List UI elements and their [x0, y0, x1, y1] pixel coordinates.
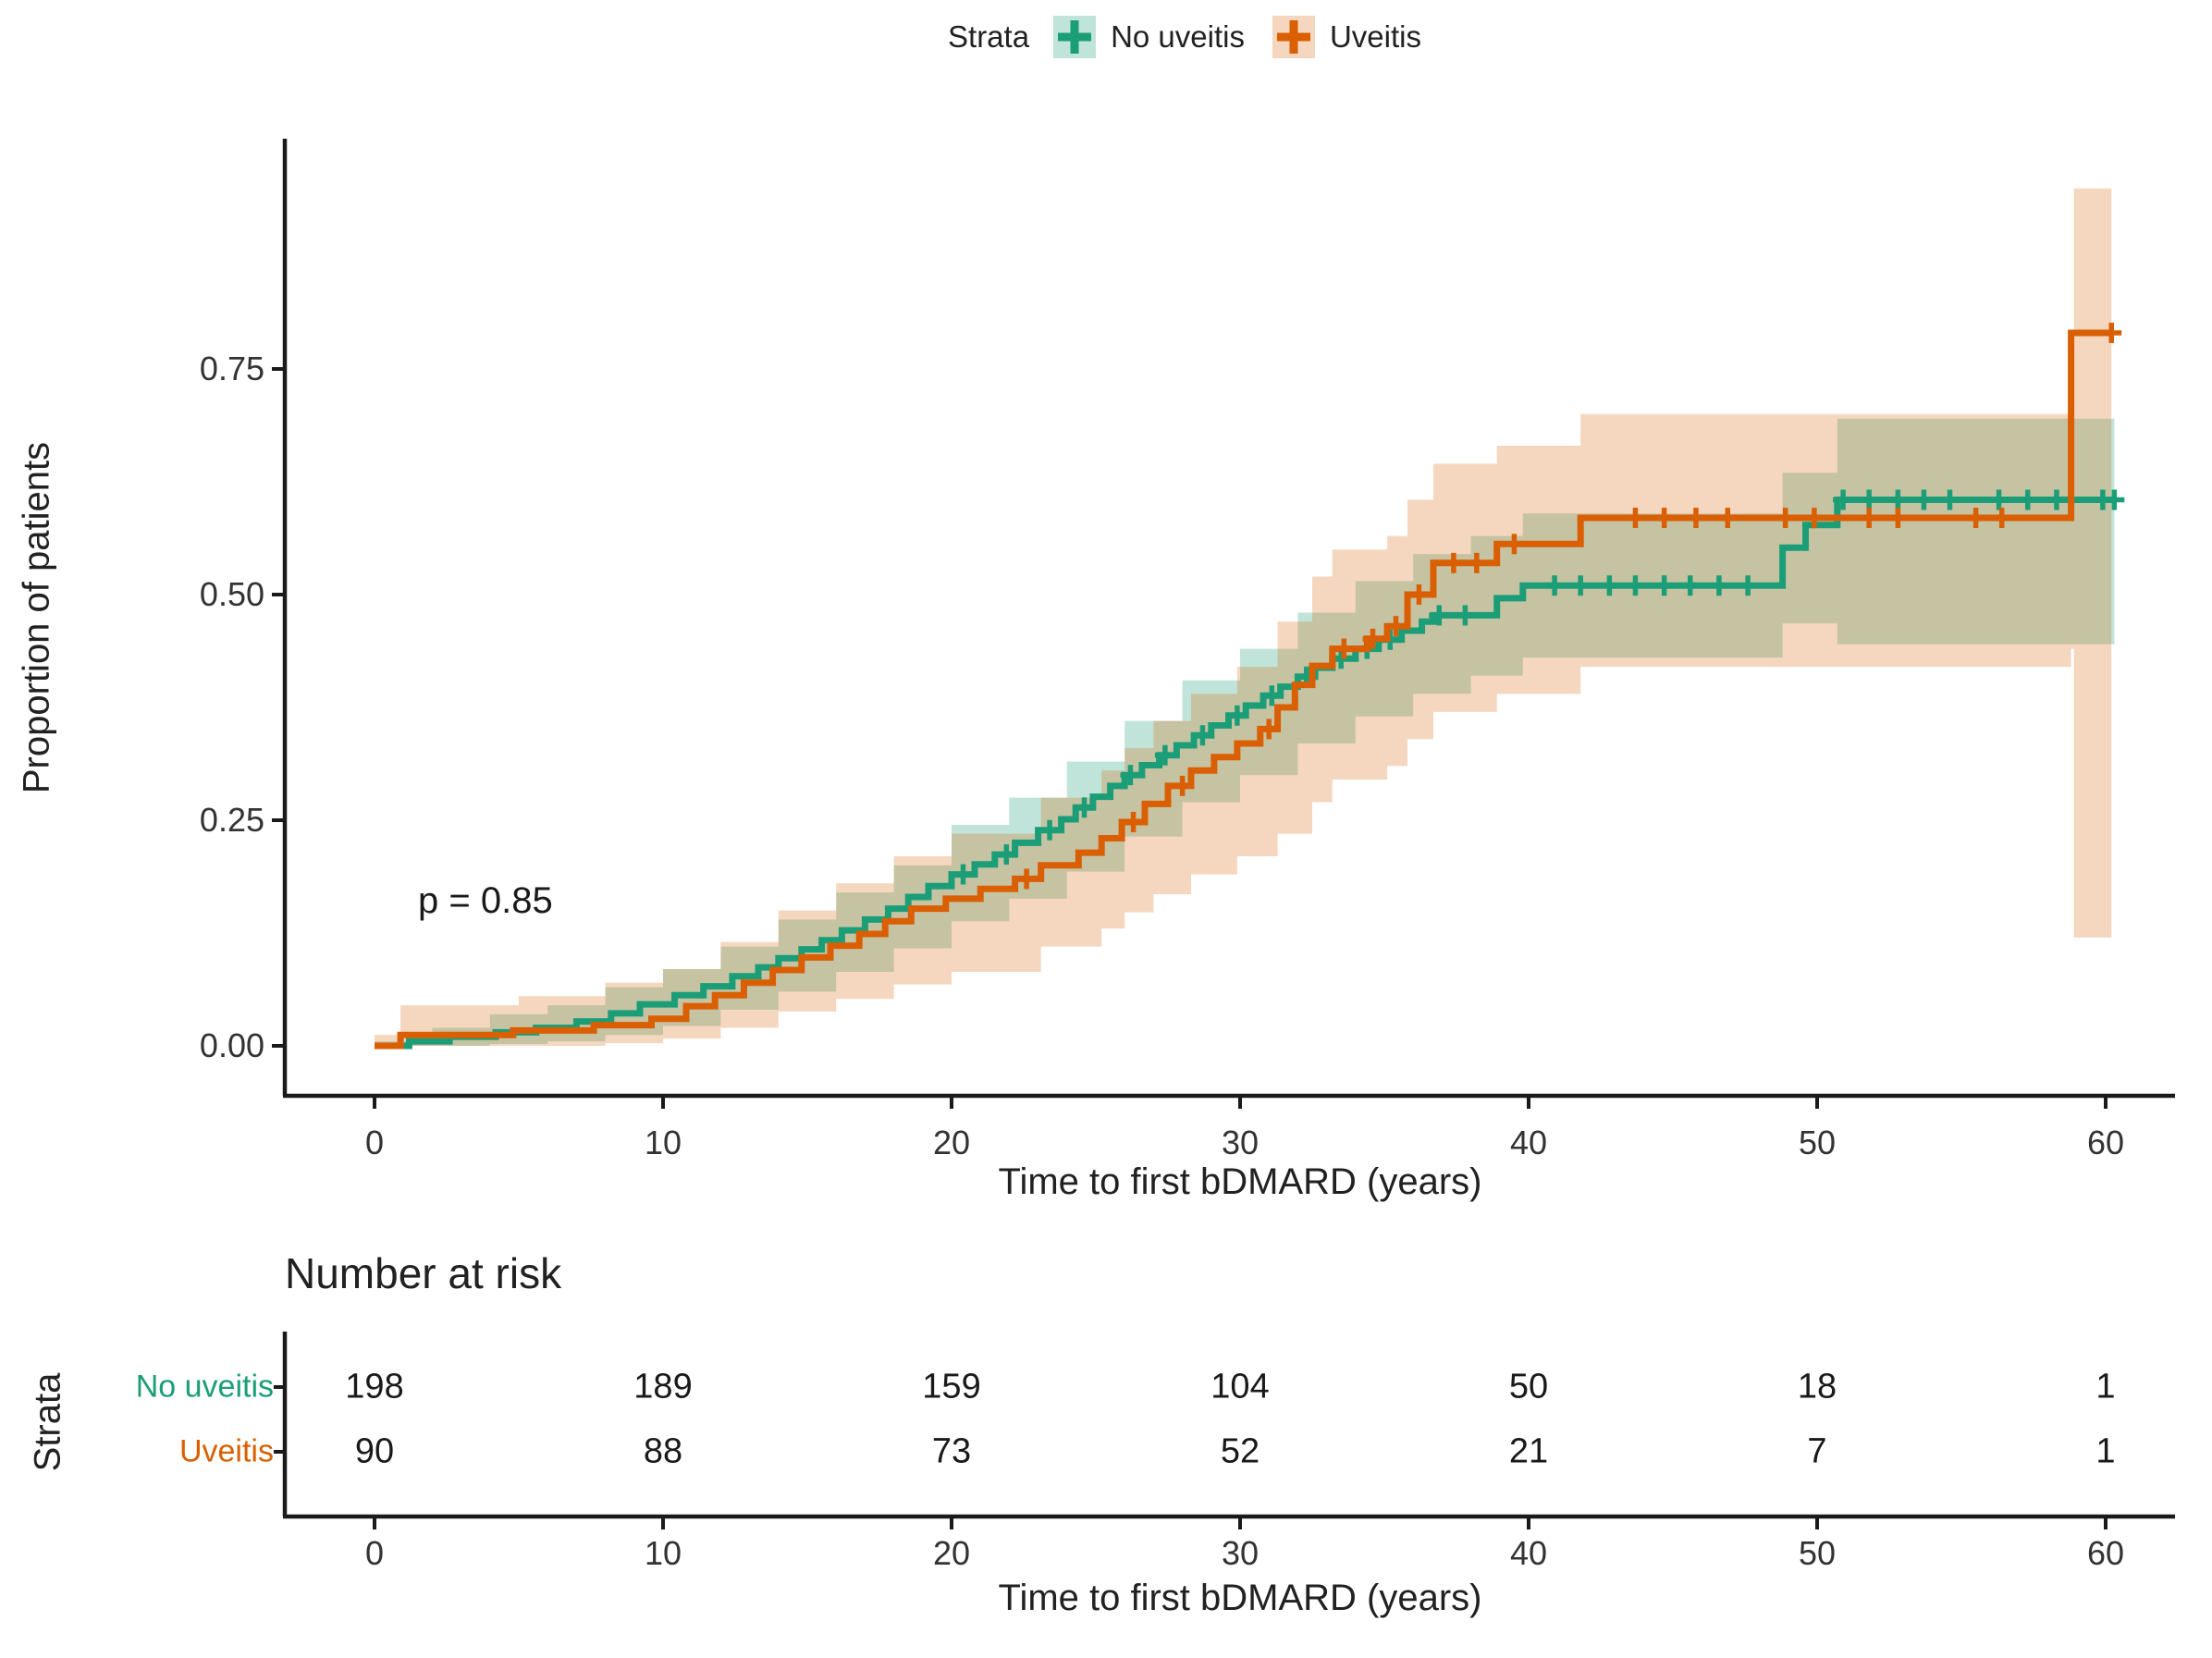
- legend-label-no-uveitis: No uveitis: [1111, 19, 1245, 54]
- risk-count: 189: [633, 1367, 693, 1406]
- risk-row-label-uveitis: Uveitis: [178, 1433, 274, 1469]
- legend: Strata No uveitis Uveitis: [0, 11, 2212, 63]
- risk-count: 104: [1210, 1367, 1270, 1406]
- risk-count: 1: [2095, 1367, 2116, 1406]
- p-value-annotation: p = 0.85: [418, 880, 553, 921]
- confidence-band-no-uveitis: [375, 418, 2115, 1046]
- risk-x-tick-label: 0: [365, 1534, 384, 1572]
- y-tick-label: 0.25: [200, 801, 264, 839]
- risk-count: 73: [931, 1431, 972, 1471]
- legend-key-uveitis-icon: [1272, 16, 1315, 58]
- risk-count: 18: [1797, 1367, 1837, 1406]
- y-tick-label: 0.00: [200, 1026, 264, 1064]
- risk-count: 50: [1508, 1367, 1549, 1406]
- x-axis-title: Time to first bDMARD (years): [998, 1161, 1482, 1202]
- risk-count: 7: [1807, 1431, 1827, 1471]
- x-tick-label: 30: [1222, 1124, 1259, 1161]
- risk-count: 21: [1508, 1431, 1549, 1471]
- y-tick-label: 0.75: [200, 350, 264, 387]
- risk-count: 198: [345, 1367, 404, 1406]
- risk-table-title: Number at risk: [285, 1249, 562, 1297]
- x-tick-label: 10: [645, 1124, 682, 1161]
- y-tick-label: 0.50: [200, 575, 264, 613]
- risk-x-tick-label: 10: [645, 1534, 682, 1572]
- risk-row-label-no-uveitis: No uveitis: [135, 1369, 274, 1405]
- risk-count: 88: [643, 1431, 683, 1471]
- risk-x-tick-label: 20: [933, 1534, 970, 1572]
- risk-x-tick-label: 40: [1510, 1534, 1547, 1572]
- legend-plus-icon: [1272, 16, 1315, 58]
- legend-item-no-uveitis: No uveitis: [1053, 16, 1245, 58]
- risk-x-tick-label: 50: [1799, 1534, 1836, 1572]
- risk-count: 90: [354, 1431, 395, 1471]
- survival-plot: 0.00 0.25 0.50 0.75 0 10 20 30 40 50 60: [200, 139, 2175, 1161]
- x-tick-label: 50: [1799, 1124, 1836, 1161]
- x-tick-label: 60: [2087, 1124, 2124, 1161]
- legend-key-no-uveitis-icon: [1053, 16, 1097, 58]
- risk-x-axis-title: Time to first bDMARD (years): [998, 1578, 1482, 1618]
- y-axis-title: Proportion of patients: [16, 441, 57, 794]
- legend-item-uveitis: Uveitis: [1272, 16, 1421, 58]
- x-tick-label: 20: [933, 1124, 970, 1161]
- risk-x-tick-label: 60: [2087, 1534, 2124, 1572]
- x-tick-label: 40: [1510, 1124, 1547, 1161]
- confidence-band-uveitis: [375, 188, 2112, 1047]
- risk-count: 159: [922, 1367, 981, 1406]
- legend-label-uveitis: Uveitis: [1329, 19, 1421, 54]
- risk-x-tick-label: 30: [1222, 1534, 1259, 1572]
- legend-title: Strata: [948, 19, 1030, 54]
- risk-count: 52: [1220, 1431, 1260, 1471]
- legend-plus-icon: [1053, 16, 1097, 58]
- x-tick-label: 0: [365, 1124, 384, 1161]
- risk-count: 1: [2095, 1431, 2116, 1471]
- risk-table-axis: 0 10 20 30 40 50 60: [274, 1332, 2175, 1572]
